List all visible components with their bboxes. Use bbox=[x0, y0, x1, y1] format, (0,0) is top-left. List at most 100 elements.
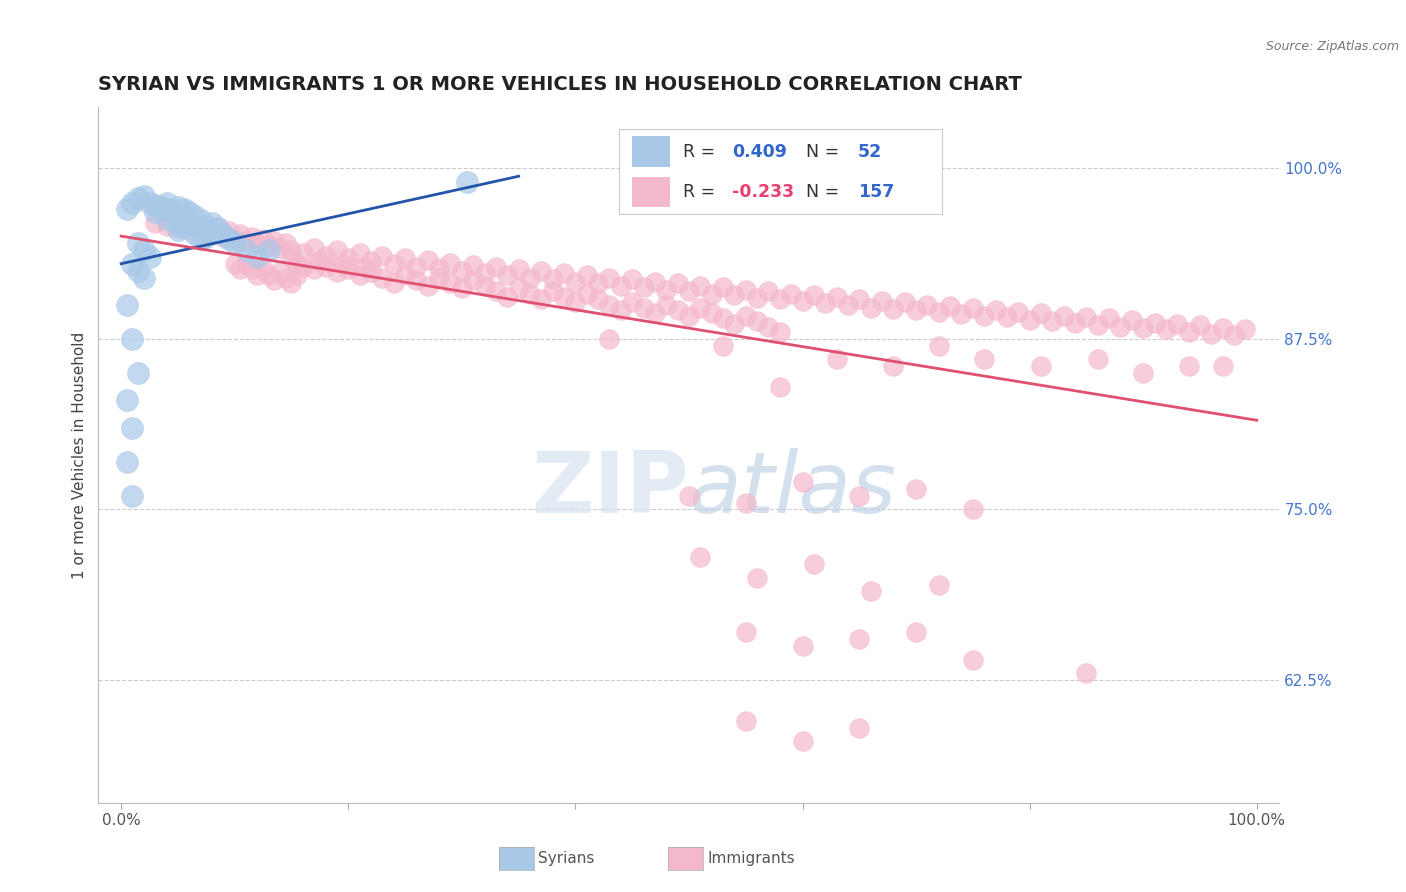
Point bbox=[405, 260, 427, 274]
Point bbox=[586, 276, 609, 290]
Point bbox=[973, 352, 995, 367]
Text: SYRIAN VS IMMIGRANTS 1 OR MORE VEHICLES IN HOUSEHOLD CORRELATION CHART: SYRIAN VS IMMIGRANTS 1 OR MORE VEHICLES … bbox=[98, 75, 1022, 95]
Point bbox=[167, 206, 190, 220]
Point bbox=[825, 290, 848, 304]
Point bbox=[519, 287, 541, 301]
Point bbox=[207, 221, 229, 235]
Point bbox=[928, 577, 950, 591]
Point bbox=[1132, 366, 1154, 380]
Point bbox=[928, 339, 950, 353]
Point bbox=[218, 232, 240, 246]
Point bbox=[263, 234, 285, 248]
Point bbox=[859, 584, 882, 599]
Point bbox=[309, 254, 332, 268]
Point bbox=[745, 291, 768, 305]
Point bbox=[252, 232, 274, 246]
Point bbox=[1177, 325, 1199, 339]
Text: Immigrants: Immigrants bbox=[707, 852, 794, 866]
Point bbox=[962, 652, 984, 666]
Point bbox=[280, 276, 302, 290]
Point bbox=[138, 195, 160, 210]
Point bbox=[132, 188, 155, 202]
Point bbox=[541, 272, 564, 286]
Point bbox=[1040, 314, 1063, 328]
Point bbox=[332, 257, 354, 271]
Point bbox=[280, 250, 302, 264]
Point bbox=[240, 229, 263, 244]
Text: Source: ZipAtlas.com: Source: ZipAtlas.com bbox=[1265, 40, 1399, 54]
Point bbox=[689, 301, 711, 315]
Point bbox=[496, 290, 519, 304]
Point bbox=[1098, 311, 1121, 326]
Point bbox=[257, 239, 280, 253]
Point bbox=[1109, 319, 1132, 334]
Point bbox=[280, 244, 302, 258]
Point bbox=[121, 489, 143, 503]
Point bbox=[655, 298, 678, 312]
Point bbox=[485, 260, 508, 274]
Point bbox=[1029, 359, 1052, 374]
Point bbox=[848, 632, 870, 646]
Point bbox=[917, 298, 939, 312]
Point bbox=[257, 268, 280, 282]
Point bbox=[127, 264, 149, 278]
Point bbox=[201, 226, 224, 240]
Point bbox=[1087, 352, 1109, 367]
Point bbox=[463, 258, 485, 272]
Point bbox=[598, 298, 620, 312]
Point bbox=[564, 275, 586, 289]
Point bbox=[326, 244, 349, 258]
Point bbox=[678, 284, 700, 298]
Point bbox=[155, 195, 177, 210]
Point bbox=[1143, 316, 1166, 330]
Point bbox=[633, 301, 655, 315]
Point bbox=[456, 175, 478, 189]
Point bbox=[201, 216, 224, 230]
Text: N =: N = bbox=[806, 144, 845, 161]
Point bbox=[326, 265, 349, 279]
Point bbox=[184, 219, 207, 233]
Point bbox=[155, 202, 177, 217]
Point bbox=[162, 213, 183, 227]
Point bbox=[1053, 309, 1076, 323]
Point bbox=[315, 249, 337, 263]
Point bbox=[167, 223, 190, 237]
Point bbox=[1234, 322, 1257, 336]
Point bbox=[870, 293, 893, 308]
Point bbox=[394, 252, 416, 266]
Point bbox=[621, 295, 644, 310]
Point bbox=[450, 281, 472, 295]
Point bbox=[132, 270, 155, 285]
Point bbox=[190, 213, 212, 227]
Point bbox=[1087, 318, 1109, 333]
Point bbox=[302, 262, 325, 277]
Point bbox=[700, 306, 723, 320]
Point bbox=[962, 301, 984, 315]
Point bbox=[173, 220, 195, 235]
Point bbox=[745, 571, 768, 585]
Point bbox=[162, 205, 183, 219]
Point bbox=[848, 293, 870, 307]
Point bbox=[285, 268, 308, 282]
Point bbox=[848, 721, 870, 735]
Point bbox=[1212, 359, 1234, 374]
Point bbox=[678, 309, 700, 323]
Point bbox=[792, 293, 814, 308]
Point bbox=[149, 200, 172, 214]
Point bbox=[814, 296, 837, 310]
Point bbox=[179, 223, 201, 237]
Point bbox=[723, 317, 745, 331]
Point bbox=[354, 260, 377, 274]
Point bbox=[121, 195, 143, 210]
Point bbox=[427, 270, 450, 285]
Point bbox=[349, 246, 371, 260]
Point bbox=[711, 311, 734, 326]
Point bbox=[928, 304, 950, 318]
Point bbox=[291, 246, 314, 260]
Point bbox=[553, 290, 575, 304]
Point bbox=[115, 298, 138, 312]
Point bbox=[416, 252, 439, 267]
Point bbox=[893, 295, 915, 310]
Point bbox=[689, 278, 711, 293]
Point bbox=[711, 339, 734, 353]
